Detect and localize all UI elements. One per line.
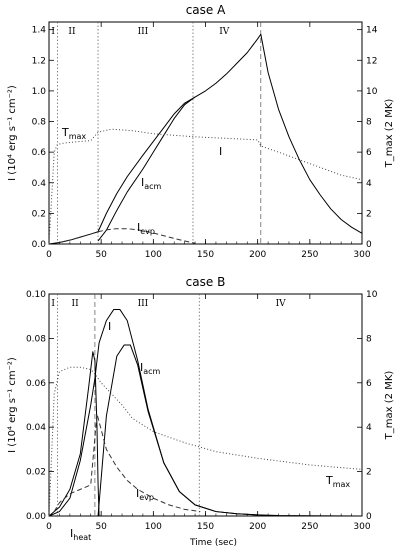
x-tick-label: 200 bbox=[249, 522, 266, 532]
phase-label: IV bbox=[276, 299, 287, 309]
y2-tick-label: 2 bbox=[366, 209, 372, 219]
phase-label: I bbox=[51, 299, 55, 309]
series-label-t-max: Tmax bbox=[61, 126, 86, 141]
x-tick-label: 200 bbox=[249, 250, 266, 260]
y2-tick-label: 0 bbox=[366, 240, 372, 250]
y2-tick-label: 0 bbox=[366, 512, 372, 522]
x-tick-label: 250 bbox=[301, 250, 318, 260]
series-line-i-evp bbox=[59, 228, 196, 244]
y2-tick-label: 14 bbox=[366, 26, 378, 36]
x-axis-label: Time (sec) bbox=[189, 538, 237, 548]
series-line-i-acm bbox=[97, 344, 258, 517]
series-line-i bbox=[48, 309, 363, 517]
x-tick-label: 300 bbox=[353, 250, 370, 260]
y2-axis-label: T_max (2 MK) bbox=[384, 99, 395, 169]
x-tick-label: 50 bbox=[95, 522, 107, 532]
phase-label: II bbox=[72, 299, 80, 309]
phase-label: IV bbox=[219, 27, 230, 37]
x-tick-label: 150 bbox=[197, 250, 214, 260]
x-tick-label: 100 bbox=[145, 250, 162, 260]
y-tick-label: 0.02 bbox=[26, 468, 46, 478]
y-tick-label: 0.04 bbox=[26, 423, 46, 433]
series-label-i-acm: Iacm bbox=[140, 361, 161, 376]
series-line-t-max bbox=[48, 366, 363, 517]
y-tick-label: 0.00 bbox=[26, 512, 46, 522]
series-label-i: I bbox=[219, 145, 222, 158]
series-label-i-evp: Ievp bbox=[137, 221, 155, 236]
y-tick-label: 0.0 bbox=[32, 240, 47, 250]
series-label-i-heat: Iheat bbox=[70, 527, 91, 542]
y-tick-label: 0.08 bbox=[26, 334, 46, 344]
phase-label: III bbox=[138, 27, 149, 37]
y2-tick-label: 8 bbox=[366, 334, 372, 344]
x-tick-label: 250 bbox=[301, 522, 318, 532]
series-line-i-evp bbox=[53, 413, 201, 513]
x-tick-label: 300 bbox=[353, 522, 370, 532]
phase-label: I bbox=[51, 27, 55, 37]
y2-axis-label: T_max (2 MK) bbox=[384, 371, 395, 441]
series-label-i-evp: Ievp bbox=[136, 487, 154, 502]
y2-tick-label: 10 bbox=[366, 290, 378, 300]
x-tick-label: 100 bbox=[145, 522, 162, 532]
y-tick-label: 1.2 bbox=[32, 56, 46, 66]
y2-tick-label: 4 bbox=[366, 423, 372, 433]
series-label-t-max: Tmax bbox=[325, 474, 350, 489]
y2-tick-label: 8 bbox=[366, 118, 372, 128]
x-tick-label: 0 bbox=[46, 250, 52, 260]
y-tick-label: 1.4 bbox=[32, 26, 47, 36]
y-tick-label: 0.06 bbox=[26, 379, 46, 389]
chart-1: case B0 50 100 150 200 250 3000.000.020.040.06… bbox=[7, 275, 395, 548]
y-tick-label: 0.6 bbox=[32, 148, 47, 158]
y-tick-label: 0.10 bbox=[26, 290, 46, 300]
series-line-i bbox=[48, 33, 363, 245]
chart-title: case B bbox=[186, 275, 226, 289]
series-line-i-acm bbox=[97, 96, 196, 242]
y2-tick-label: 2 bbox=[366, 468, 372, 478]
y2-tick-label: 12 bbox=[366, 56, 377, 66]
y2-tick-label: 10 bbox=[366, 87, 378, 97]
y2-tick-label: 6 bbox=[366, 379, 372, 389]
y-tick-label: 0.8 bbox=[32, 118, 47, 128]
y2-tick-label: 4 bbox=[366, 179, 372, 189]
x-tick-label: 0 bbox=[46, 522, 52, 532]
series-line-i-heat bbox=[48, 351, 100, 517]
phase-label: II bbox=[68, 27, 76, 37]
chart-title: case A bbox=[186, 3, 226, 17]
y-axis-label: I (10⁴ erg s⁻¹ cm⁻²) bbox=[7, 357, 18, 453]
plot-frame bbox=[48, 21, 363, 245]
chart-0: case A0 50 100 150 200 250 3000.00.20.40.60.81… bbox=[7, 3, 395, 260]
series-label-i-acm: Iacm bbox=[141, 176, 162, 191]
phase-label: III bbox=[138, 299, 149, 309]
y-tick-label: 0.2 bbox=[32, 209, 46, 219]
series-label-i: I bbox=[108, 320, 111, 333]
y2-tick-label: 6 bbox=[366, 148, 372, 158]
x-tick-label: 150 bbox=[197, 522, 214, 532]
y-tick-label: 1.0 bbox=[32, 87, 47, 97]
y-axis-label: I (10⁴ erg s⁻¹ cm⁻²) bbox=[7, 85, 18, 181]
y-tick-label: 0.4 bbox=[32, 179, 47, 189]
x-tick-label: 50 bbox=[95, 250, 107, 260]
